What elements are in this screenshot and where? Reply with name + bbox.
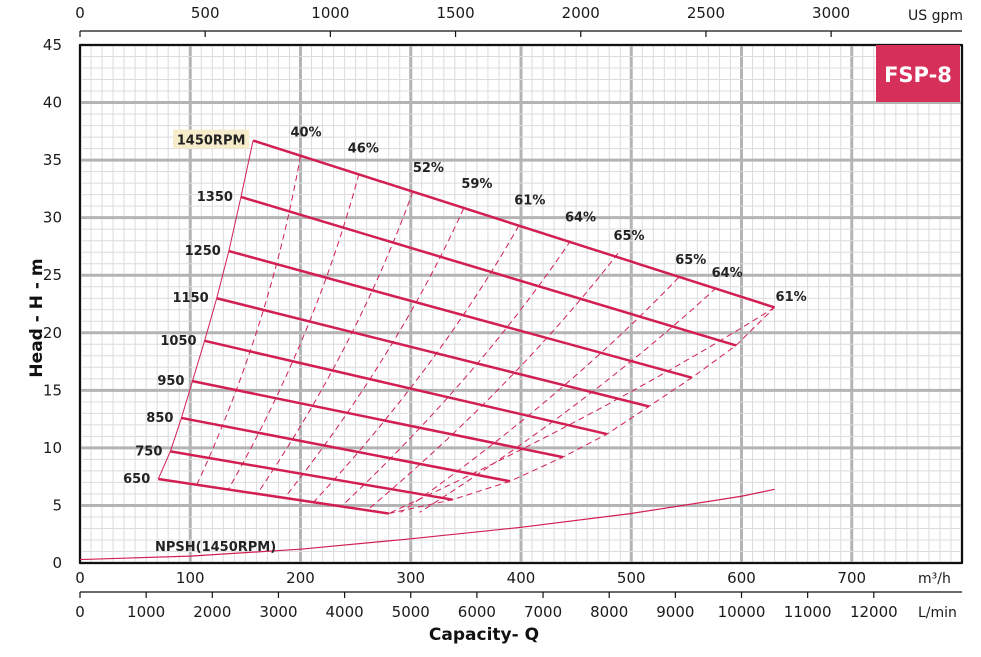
efficiency-line: [227, 173, 360, 491]
speed-curve: [181, 416, 511, 483]
lmin-tick-label: 7000: [524, 603, 562, 621]
x-unit-m3h: m³/h: [918, 571, 951, 587]
speed-curve: [252, 139, 775, 309]
x-tick-label: 600: [727, 569, 756, 587]
efficiency-label: 65%: [675, 253, 706, 268]
y-tick-label: 0: [52, 554, 62, 572]
efficiency-line: [368, 253, 619, 510]
right-envelope-line: [388, 307, 775, 514]
speed-curves: [158, 139, 775, 515]
speed-curve: [228, 249, 693, 379]
gpm-tick-label: 1000: [311, 4, 349, 22]
x-tick-label: 0: [75, 569, 85, 587]
y-tick-label: 5: [52, 496, 62, 514]
gpm-tick-label: 3000: [812, 4, 850, 22]
npsh-curve: [79, 488, 775, 561]
efficiency-line: [388, 307, 775, 514]
lmin-tick-label: 12000: [850, 603, 898, 621]
speed-curve: [170, 450, 453, 501]
speed-curve: [216, 297, 650, 408]
rpm-label: 1050: [160, 334, 196, 349]
rpm-label: 650: [123, 472, 150, 487]
rpm-label: 1450RPM: [177, 134, 246, 149]
x-tick-label: 100: [176, 569, 205, 587]
x-tick-label: 200: [286, 569, 315, 587]
efficiency-line: [196, 155, 301, 485]
lmin-tick-label: 8000: [590, 603, 628, 621]
rpm-label: 850: [146, 411, 173, 426]
y-tick-label: 20: [43, 324, 62, 342]
efficiency-label: 52%: [413, 161, 444, 176]
y-tick-label: 25: [43, 266, 62, 284]
rpm-label: 950: [157, 374, 184, 389]
efficiency-label: 65%: [613, 229, 644, 244]
y-tick-label: 40: [43, 94, 62, 112]
model-badge-text: FSP-8: [884, 63, 952, 87]
top-rpm-highlight: [173, 129, 250, 149]
lmin-tick-label: 10000: [718, 603, 766, 621]
x-unit-lmin: L/min: [918, 605, 957, 621]
speed-curve: [192, 379, 564, 459]
speed-curve: [204, 339, 608, 436]
efficiency-label: 61%: [514, 193, 545, 208]
gpm-tick-label: 2000: [562, 4, 600, 22]
efficiency-line: [400, 277, 680, 513]
chart-grid: [78, 43, 964, 565]
y-tick-label: 10: [43, 439, 62, 457]
x-tick-label: 700: [837, 569, 866, 587]
lmin-tick-label: 5000: [392, 603, 430, 621]
speed-curve: [240, 195, 737, 347]
lmin-tick-label: 3000: [259, 603, 297, 621]
y-tick-label: 35: [43, 151, 62, 169]
efficiency-label: 46%: [348, 142, 379, 157]
lmin-tick-label: 0: [75, 603, 85, 621]
lmin-tick-label: 11000: [784, 603, 832, 621]
x-tick-label: 500: [617, 569, 646, 587]
model-badge-box: [876, 45, 960, 102]
y-axis-title: Head - H - m: [27, 258, 47, 377]
efficiency-label: 59%: [461, 177, 492, 192]
npsh-curve-group: NPSH(1450RPM): [79, 488, 775, 561]
efficiency-label: 61%: [776, 290, 807, 305]
rpm-label: 1350: [197, 190, 233, 205]
x-tick-label: 300: [396, 569, 425, 587]
left-envelope-line: [157, 140, 254, 480]
gpm-tick-label: 1500: [436, 4, 474, 22]
rpm-label: 1150: [173, 291, 209, 306]
rpm-label: 750: [135, 444, 162, 459]
lmin-tick-label: 4000: [326, 603, 364, 621]
model-badge: FSP-8: [876, 45, 960, 102]
rpm-label: 1250: [185, 244, 221, 259]
efficiency-line: [313, 225, 520, 503]
y-tick-label: 45: [43, 36, 62, 54]
curve-labels: 1450RPM 1350 1250 1150 1050 950 850 750 650 40% 46…: [123, 125, 807, 487]
gpm-tick-label: 2500: [687, 4, 725, 22]
efficiency-line: [342, 240, 572, 506]
lmin-tick-label: 9000: [656, 603, 694, 621]
efficiency-label: 64%: [565, 211, 596, 226]
lmin-tick-label: 2000: [193, 603, 231, 621]
y-tick-label: 30: [43, 209, 62, 227]
x-tick-label: 400: [507, 569, 536, 587]
gpm-tick-label: 500: [191, 4, 220, 22]
x-unit-gpm: US gpm: [908, 8, 963, 24]
efficiency-line: [255, 191, 414, 496]
speed-curve: [158, 477, 389, 515]
curve-envelope: [157, 140, 775, 514]
lmin-tick-label: 6000: [458, 603, 496, 621]
gpm-tick-label: 0: [75, 4, 85, 22]
npsh-label: NPSH(1450RPM): [155, 540, 276, 555]
efficiency-label: 64%: [712, 266, 743, 281]
y-tick-label: 15: [43, 381, 62, 399]
efficiency-lines: [196, 155, 775, 514]
lmin-tick-label: 1000: [127, 603, 165, 621]
axes: 0 5 10 15 20 25 30 35 40 45 0 100 200 300 400 500 600 700…: [27, 4, 963, 645]
x-axis-title: Capacity- Q: [429, 625, 539, 645]
efficiency-label: 40%: [290, 125, 321, 140]
plot-frame: [79, 44, 963, 564]
efficiency-line: [283, 208, 465, 499]
